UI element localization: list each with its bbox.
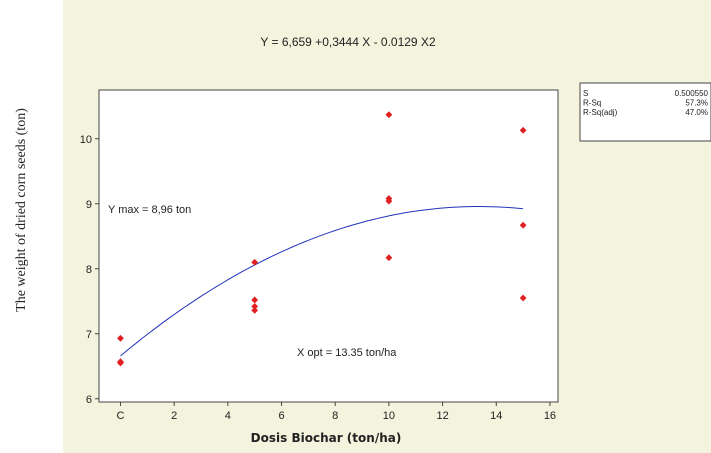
- x-axis: C 2 4 6 8 10 12 14 16: [116, 402, 556, 422]
- data-point: [251, 306, 259, 314]
- data-point: [385, 254, 393, 262]
- stat-value: 47.0%: [685, 108, 708, 117]
- data-point: [385, 197, 393, 205]
- y-tick-label: 9: [86, 199, 92, 211]
- stat-label: R-Sq(adj): [583, 108, 618, 117]
- data-point: [385, 111, 393, 119]
- x-tick-label: 4: [225, 410, 231, 422]
- regression-fit-line: [120, 206, 524, 357]
- data-point: [251, 296, 259, 304]
- outer-y-axis-label-text: The weight of dried corn seeds (ton): [14, 108, 29, 312]
- x-tick-label: 2: [171, 410, 177, 422]
- x-tick-label: 6: [278, 410, 284, 422]
- x-tick-label: C: [116, 410, 124, 422]
- y-tick-label: 6: [86, 394, 92, 406]
- data-point: [519, 221, 527, 229]
- stats-box-frame: [579, 82, 711, 142]
- x-tick-label: 8: [332, 410, 338, 422]
- data-point: [251, 303, 259, 310]
- y-tick-label: 10: [80, 134, 92, 146]
- x-tick-label: 10: [383, 410, 395, 422]
- data-point: [519, 294, 527, 302]
- data-point: [117, 334, 124, 342]
- data-points: [117, 111, 527, 367]
- x-axis-label: Dosis Biochar (ton/ha): [251, 431, 402, 445]
- x-tick-label: 16: [544, 410, 556, 422]
- stat-value: 57.3%: [685, 99, 708, 108]
- data-point: [251, 258, 259, 266]
- stat-label: R-Sq: [583, 99, 601, 108]
- y-tick-label: 8: [86, 264, 92, 276]
- x-tick-label: 14: [490, 410, 502, 422]
- regression-equation: Y = 6,659 +0,3444 X - 0.0129 X2: [260, 35, 436, 49]
- x-tick-label: 12: [436, 410, 448, 422]
- outer-y-axis-label: The weight of dried corn seeds (ton): [2, 60, 52, 360]
- ymax-annotation: Y max = 8,96 ton: [108, 204, 191, 216]
- plot-area: [98, 89, 559, 403]
- stats-box: S 0.500550 R-Sq 57.3% R-Sq(adj) 47.0%: [579, 82, 711, 142]
- y-axis: 6 7 8 9 10: [80, 134, 99, 406]
- data-point: [519, 126, 527, 134]
- data-point: [117, 359, 124, 367]
- stat-label: S: [583, 89, 588, 98]
- stat-value: 0.500550: [675, 89, 709, 98]
- y-tick-label: 7: [86, 329, 92, 341]
- xopt-annotation: X opt = 13.35 ton/ha: [297, 347, 397, 359]
